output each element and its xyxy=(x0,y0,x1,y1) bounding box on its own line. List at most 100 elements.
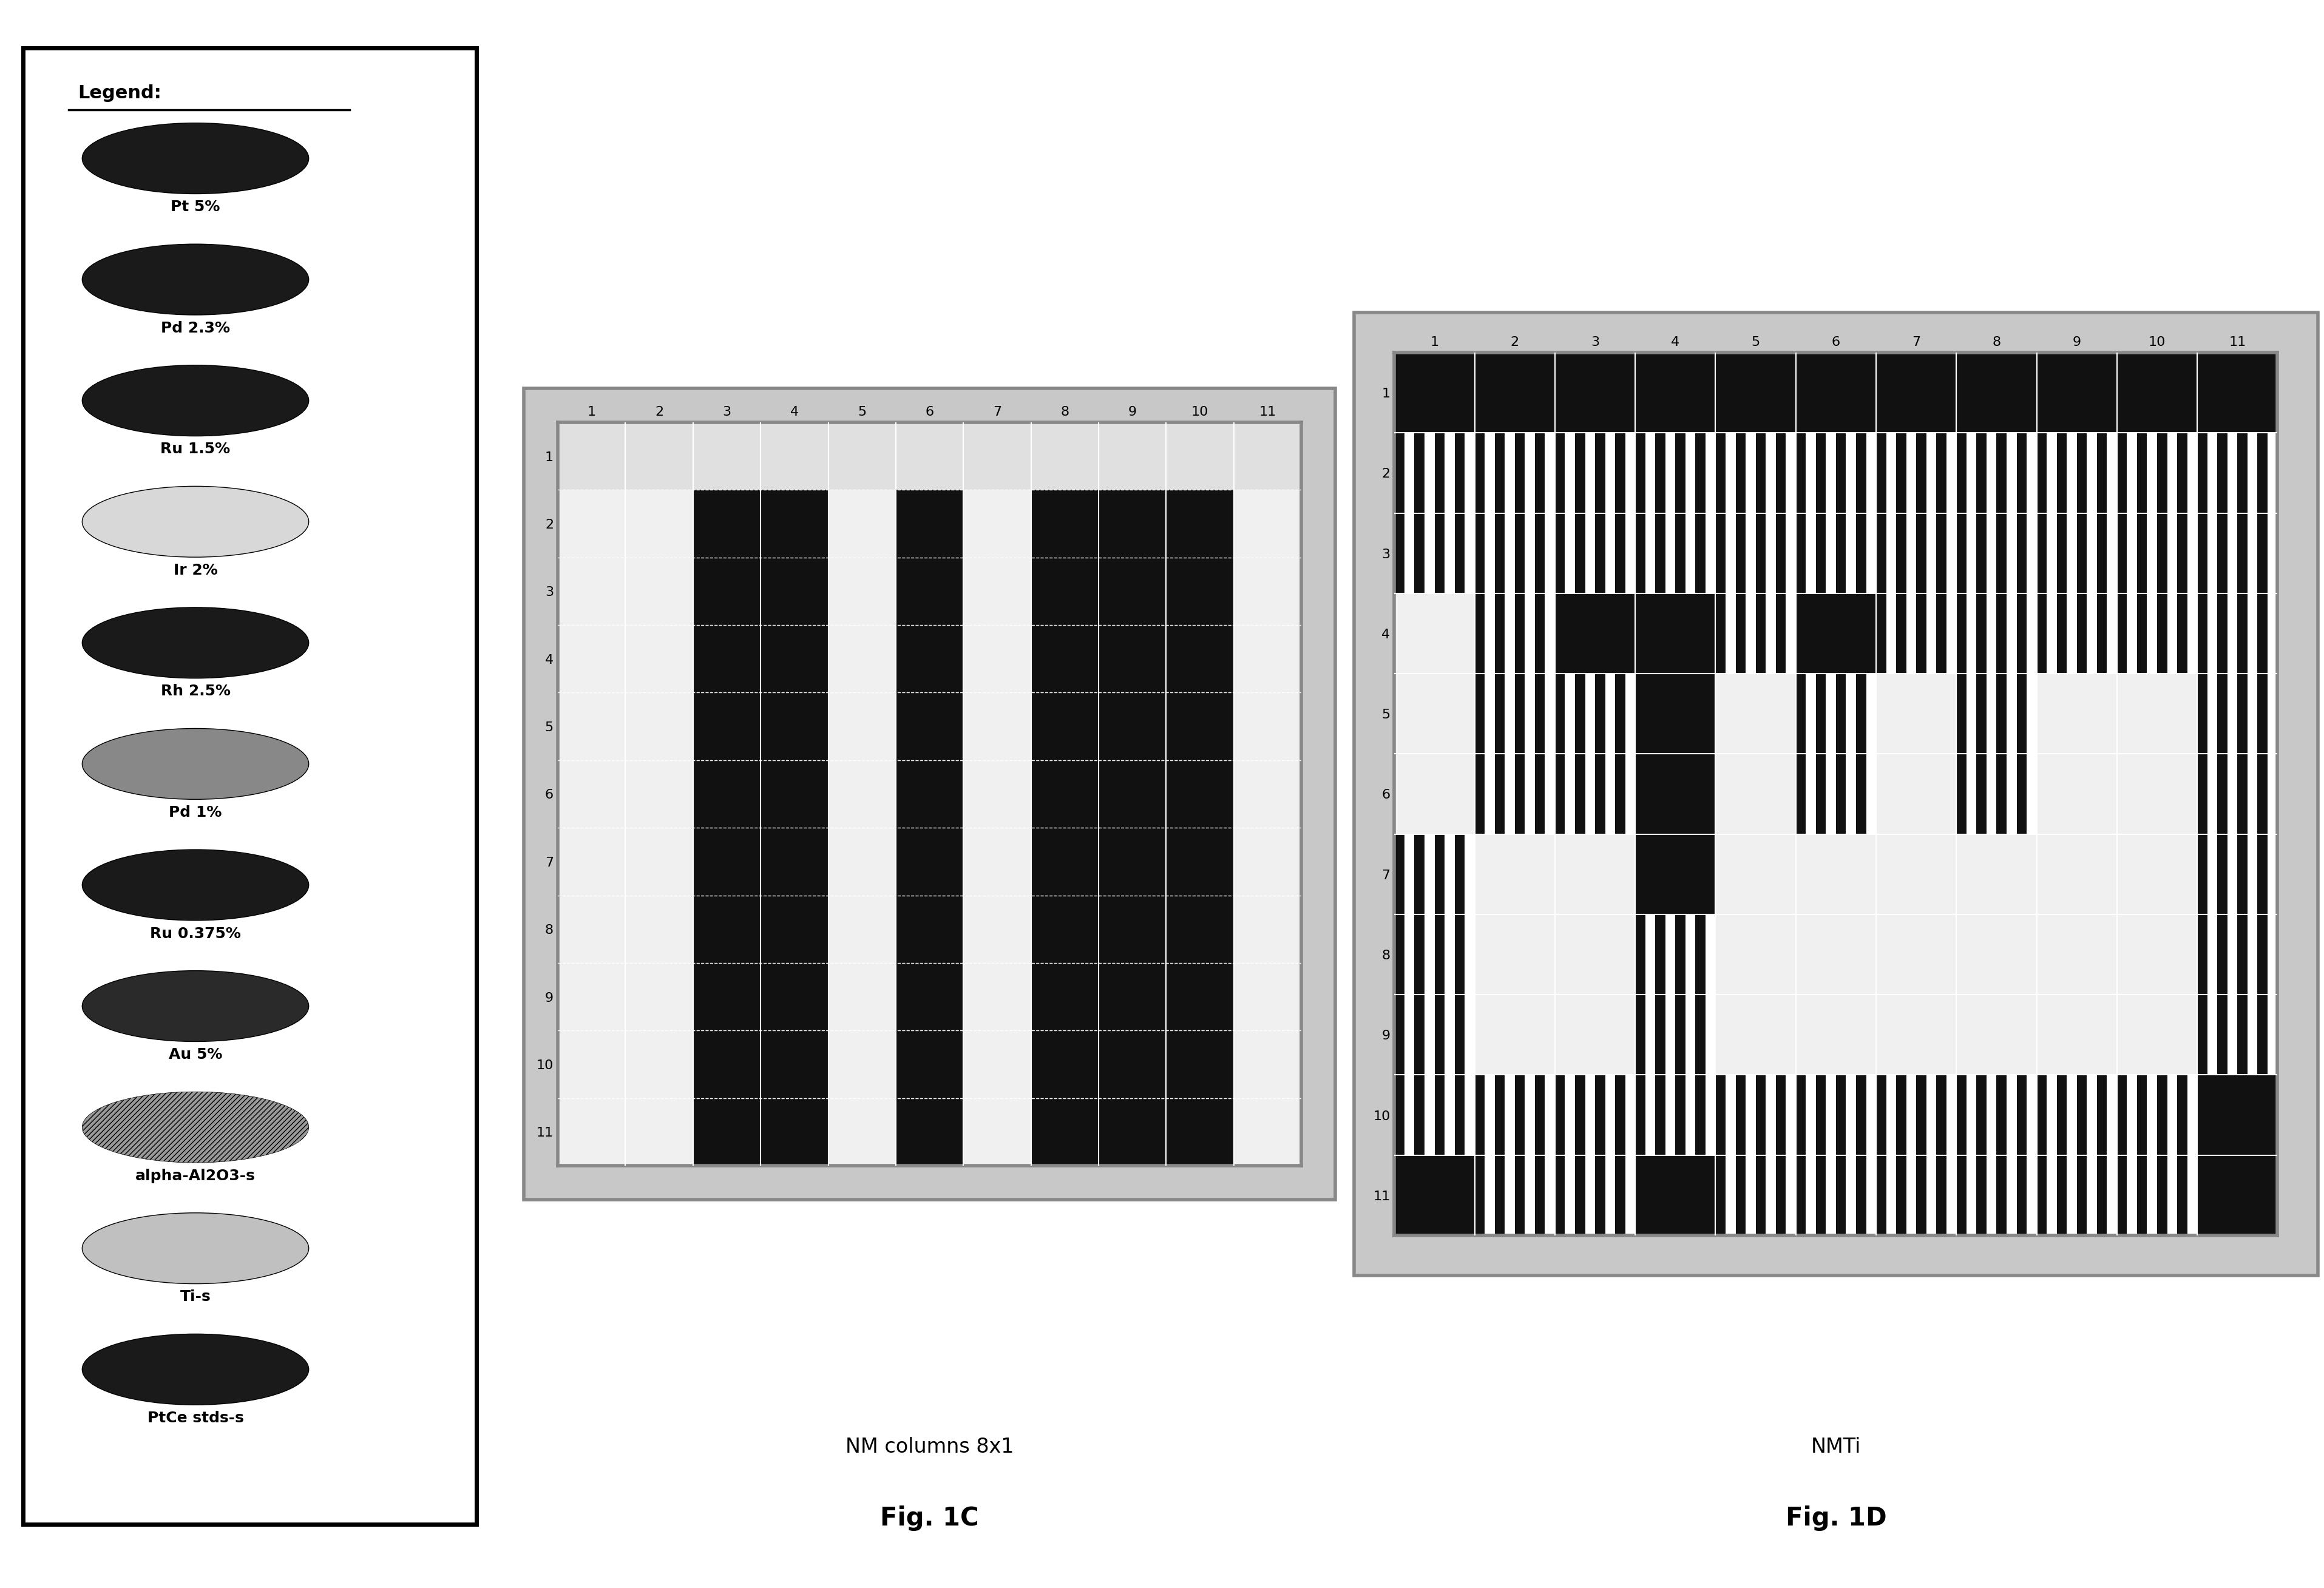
Bar xyxy=(2238,513,2247,594)
Bar xyxy=(2126,594,2138,673)
Bar xyxy=(2066,594,2078,673)
Bar xyxy=(1404,1075,1415,1154)
Bar xyxy=(1234,422,1301,489)
Bar xyxy=(1815,1154,1827,1235)
Bar xyxy=(2217,754,2226,834)
Bar xyxy=(2047,1154,2057,1235)
Bar xyxy=(2168,513,2178,594)
Bar xyxy=(1685,434,1697,513)
Bar xyxy=(1624,1075,1636,1154)
Bar xyxy=(1606,1154,1615,1235)
Bar xyxy=(1697,994,1706,1075)
Bar xyxy=(1576,673,1585,754)
Bar xyxy=(2027,754,2036,834)
Bar xyxy=(2196,754,2208,834)
Bar xyxy=(1455,513,1464,594)
Bar xyxy=(1776,1075,1785,1154)
Bar xyxy=(625,692,693,761)
Bar xyxy=(1645,513,1655,594)
Bar xyxy=(1394,434,1404,513)
Bar xyxy=(1666,513,1676,594)
Bar xyxy=(1796,513,1806,594)
Bar xyxy=(1875,434,1887,513)
Bar xyxy=(2226,594,2238,673)
Bar xyxy=(2036,353,2117,434)
Bar xyxy=(964,692,1032,761)
Bar xyxy=(1987,754,1996,834)
Bar xyxy=(1685,1075,1697,1154)
Bar xyxy=(1827,1075,1836,1154)
Ellipse shape xyxy=(81,1213,309,1283)
Bar xyxy=(2027,673,2036,754)
Ellipse shape xyxy=(81,1093,309,1162)
Bar xyxy=(1875,673,1957,754)
Bar xyxy=(2238,673,2247,754)
Bar xyxy=(1706,434,1715,513)
Bar xyxy=(1485,754,1494,834)
Bar xyxy=(1706,994,1715,1075)
Bar xyxy=(2047,434,2057,513)
Bar xyxy=(1167,626,1234,692)
Bar xyxy=(1394,1154,1476,1235)
Bar xyxy=(2078,513,2087,594)
Bar xyxy=(1645,915,1655,994)
Bar xyxy=(1525,434,1534,513)
Bar xyxy=(1585,1075,1594,1154)
Bar xyxy=(2147,434,2157,513)
Bar xyxy=(1464,915,1476,994)
Bar xyxy=(1464,994,1476,1075)
Bar xyxy=(1875,513,1887,594)
Bar xyxy=(1476,353,1555,434)
Bar xyxy=(1394,915,1404,994)
Bar xyxy=(2208,673,2217,754)
Bar xyxy=(2138,594,2147,673)
Bar xyxy=(1624,513,1636,594)
Bar xyxy=(1666,1075,1676,1154)
Bar xyxy=(1545,513,1555,594)
Bar xyxy=(1796,353,1875,434)
Bar xyxy=(2257,434,2268,513)
Bar xyxy=(2257,834,2268,915)
Bar xyxy=(964,489,1032,557)
Bar xyxy=(1806,673,1815,754)
Bar xyxy=(1796,673,1806,754)
Bar xyxy=(1875,754,1957,834)
Bar xyxy=(1515,434,1525,513)
Bar xyxy=(2126,513,2138,594)
Bar xyxy=(1506,594,1515,673)
Bar xyxy=(2036,1075,2047,1154)
Bar xyxy=(1494,1075,1506,1154)
Bar xyxy=(1975,754,1987,834)
Bar xyxy=(1866,513,1875,594)
Bar xyxy=(1585,513,1594,594)
Bar xyxy=(693,626,760,692)
Bar xyxy=(1776,1154,1785,1235)
Bar xyxy=(1987,594,1996,673)
Bar xyxy=(1715,915,1796,994)
Bar xyxy=(2217,915,2226,994)
Bar xyxy=(1032,1031,1099,1099)
Bar xyxy=(1576,513,1585,594)
Bar xyxy=(2226,915,2238,994)
Bar xyxy=(1167,1031,1234,1099)
Bar xyxy=(2047,513,2057,594)
Bar xyxy=(1975,513,1987,594)
Bar xyxy=(2226,834,2238,915)
Bar xyxy=(2147,1075,2157,1154)
Bar xyxy=(1415,434,1425,513)
Bar xyxy=(2006,434,2017,513)
Text: Legend:: Legend: xyxy=(77,84,160,102)
Bar xyxy=(2117,834,2196,915)
Bar xyxy=(1032,761,1099,827)
Bar xyxy=(827,489,895,557)
Bar xyxy=(1636,915,1645,994)
Bar xyxy=(558,692,625,761)
Bar xyxy=(1896,1154,1906,1235)
Bar xyxy=(1887,1075,1896,1154)
Bar xyxy=(1845,754,1857,834)
Bar xyxy=(1655,513,1666,594)
Bar xyxy=(558,422,625,489)
Bar xyxy=(1476,994,1555,1075)
Bar xyxy=(2047,1075,2057,1154)
Bar xyxy=(1676,1075,1685,1154)
